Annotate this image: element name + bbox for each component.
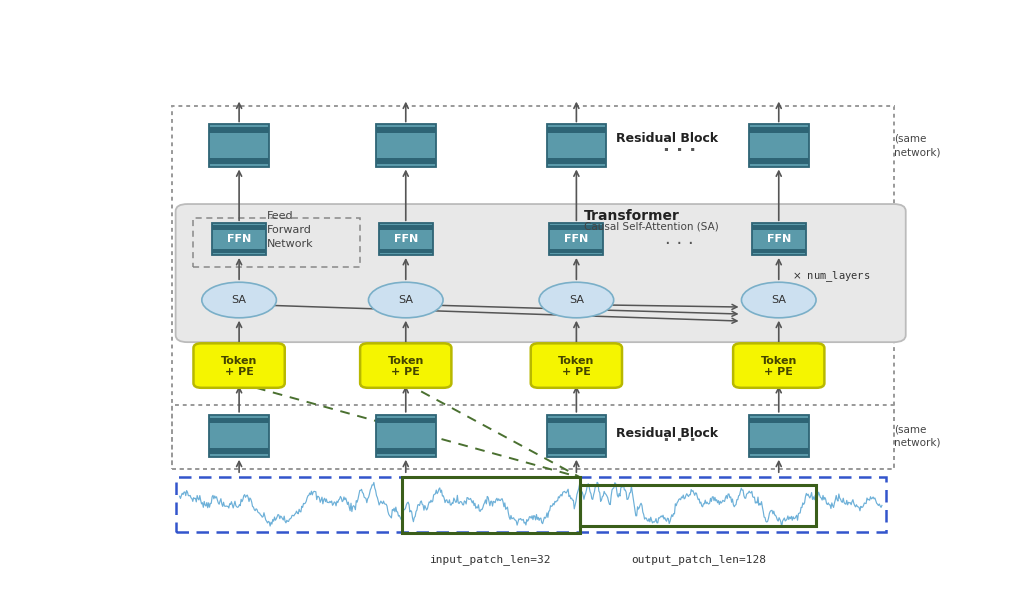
- Bar: [379, 226, 433, 230]
- Bar: [550, 249, 603, 253]
- Bar: [547, 128, 606, 133]
- Bar: [376, 158, 435, 164]
- Bar: [749, 125, 809, 167]
- Bar: [209, 128, 269, 133]
- Bar: [550, 223, 603, 255]
- Text: FFN: FFN: [227, 234, 251, 244]
- Text: . . .: . . .: [663, 427, 696, 445]
- FancyBboxPatch shape: [733, 344, 824, 388]
- Bar: [376, 449, 435, 454]
- FancyBboxPatch shape: [176, 204, 905, 342]
- Ellipse shape: [202, 282, 276, 318]
- Bar: [749, 449, 809, 454]
- Bar: [547, 449, 606, 454]
- Bar: [379, 223, 433, 255]
- Bar: [376, 415, 435, 457]
- Bar: [752, 226, 806, 230]
- Text: Feed
Forward
Network: Feed Forward Network: [267, 211, 313, 249]
- Bar: [379, 249, 433, 253]
- Text: + PE: + PE: [764, 367, 794, 377]
- Text: . . .: . . .: [666, 230, 694, 248]
- FancyBboxPatch shape: [530, 344, 622, 388]
- Bar: [547, 415, 606, 457]
- Bar: [212, 223, 266, 255]
- Bar: [212, 226, 266, 230]
- Text: SA: SA: [231, 295, 247, 305]
- Bar: [749, 415, 809, 457]
- FancyBboxPatch shape: [360, 344, 452, 388]
- Bar: [752, 249, 806, 253]
- Text: FFN: FFN: [767, 234, 791, 244]
- Bar: [547, 418, 606, 423]
- Text: Residual Block: Residual Block: [616, 427, 718, 440]
- Text: Residual Block: Residual Block: [616, 132, 718, 145]
- Bar: [209, 449, 269, 454]
- Text: Transformer: Transformer: [585, 209, 680, 223]
- Text: FFN: FFN: [564, 234, 589, 244]
- Bar: [749, 418, 809, 423]
- Bar: [749, 128, 809, 133]
- Bar: [209, 125, 269, 167]
- Bar: [547, 125, 606, 167]
- Text: SA: SA: [569, 295, 584, 305]
- Text: input_patch_len=32: input_patch_len=32: [430, 554, 552, 565]
- Bar: [749, 158, 809, 164]
- Text: Causal Self-Attention (SA): Causal Self-Attention (SA): [585, 221, 719, 232]
- Text: Token: Token: [761, 356, 797, 366]
- Bar: [550, 226, 603, 230]
- Ellipse shape: [539, 282, 613, 318]
- Ellipse shape: [369, 282, 443, 318]
- Text: Token: Token: [558, 356, 595, 366]
- Text: Token: Token: [221, 356, 257, 366]
- Text: + PE: + PE: [224, 367, 254, 377]
- Bar: [209, 158, 269, 164]
- Ellipse shape: [741, 282, 816, 318]
- Text: (same
network): (same network): [894, 134, 940, 157]
- Text: output_patch_len=128: output_patch_len=128: [631, 554, 766, 565]
- Text: + PE: + PE: [562, 367, 591, 377]
- Text: $\times$ num_layers: $\times$ num_layers: [792, 269, 870, 284]
- Bar: [376, 418, 435, 423]
- Bar: [752, 223, 806, 255]
- Bar: [209, 418, 269, 423]
- Text: (same
network): (same network): [894, 424, 940, 447]
- FancyBboxPatch shape: [176, 477, 886, 532]
- Text: FFN: FFN: [393, 234, 418, 244]
- Text: + PE: + PE: [391, 367, 420, 377]
- Bar: [376, 125, 435, 167]
- Bar: [376, 128, 435, 133]
- Bar: [547, 158, 606, 164]
- Bar: [212, 249, 266, 253]
- Text: SA: SA: [771, 295, 786, 305]
- Bar: [209, 415, 269, 457]
- Text: Token: Token: [387, 356, 424, 366]
- FancyBboxPatch shape: [194, 344, 285, 388]
- Text: SA: SA: [398, 295, 414, 305]
- Text: . . .: . . .: [663, 137, 696, 154]
